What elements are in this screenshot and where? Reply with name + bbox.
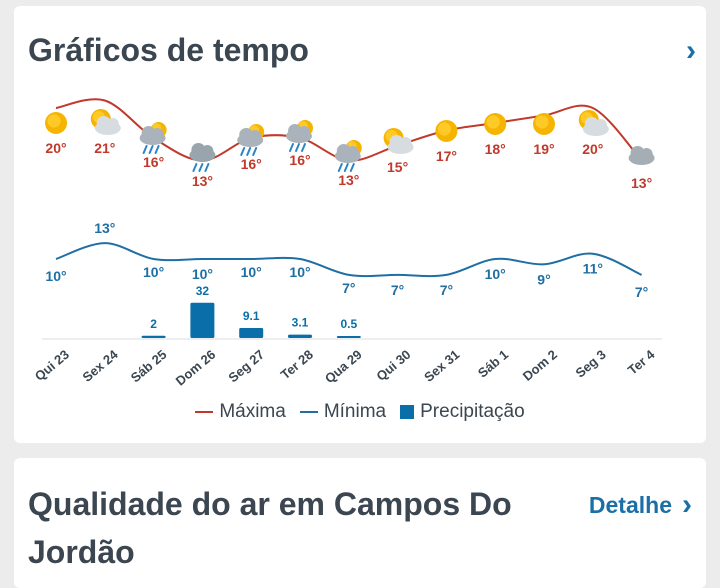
detail-label: Detalhe bbox=[588, 491, 672, 518]
max-temp-label: 21° bbox=[94, 140, 115, 156]
legend-max-swatch bbox=[195, 411, 214, 413]
max-temp-label: 16° bbox=[143, 154, 164, 170]
max-temp-label: 20° bbox=[582, 141, 603, 157]
sun-icon bbox=[435, 120, 458, 142]
air-quality-card: Qualidade do ar em Campos Do Jordão Deta… bbox=[14, 458, 706, 588]
min-temp-label: 10° bbox=[485, 266, 506, 282]
max-temp-label: 16° bbox=[241, 156, 262, 172]
max-temp-label: 16° bbox=[289, 152, 310, 168]
day-label: Seg 3 bbox=[573, 347, 609, 381]
chevron-right-icon: › bbox=[682, 488, 692, 521]
precip-bar bbox=[336, 336, 361, 338]
sun-cloud-icon bbox=[90, 109, 121, 135]
day-label: Dom 26 bbox=[173, 347, 219, 389]
min-temp-label: 7° bbox=[391, 282, 404, 298]
air-quality-title: Qualidade do ar em Campos Do Jordão bbox=[28, 486, 512, 570]
precip-label: 0.5 bbox=[340, 317, 357, 331]
min-temp-label: 7° bbox=[342, 280, 355, 296]
day-label: Qui 30 bbox=[373, 347, 413, 384]
precip-bar bbox=[239, 327, 264, 338]
sun-rain-icon bbox=[286, 120, 313, 152]
min-temp-line bbox=[55, 242, 643, 278]
min-temp-label: 7° bbox=[635, 284, 648, 300]
day-label: Dom 2 bbox=[520, 347, 560, 384]
sun-icon bbox=[45, 112, 67, 134]
day-label: Seg 27 bbox=[225, 347, 267, 385]
max-temp-label: 13° bbox=[192, 173, 213, 189]
min-temp-label: 9° bbox=[537, 271, 550, 287]
max-temp-label: 13° bbox=[631, 175, 652, 191]
max-temp-label: 17° bbox=[436, 148, 457, 164]
sun-cloud-icon bbox=[578, 110, 609, 136]
min-temp-label: 13° bbox=[94, 220, 115, 236]
day-label: Qui 23 bbox=[32, 347, 72, 384]
weather-chart: 2 32 9.1 3.1 0.5 20° 21° 16° 13° 16° 16° 13° 15° 17° 1… bbox=[32, 98, 662, 389]
day-label: Ter 28 bbox=[278, 347, 316, 382]
sun-rain-icon bbox=[334, 140, 362, 172]
max-temp-label: 15° bbox=[387, 159, 408, 175]
day-label: Sex 24 bbox=[80, 346, 122, 384]
min-temp-label: 11° bbox=[583, 261, 603, 277]
legend-max-label: Máxima bbox=[219, 401, 286, 422]
sun-rain-icon bbox=[237, 124, 265, 156]
max-temp-label: 18° bbox=[485, 141, 506, 157]
weather-charts-title: Gráficos de tempo bbox=[28, 32, 309, 68]
min-temp-label: 10° bbox=[192, 266, 213, 282]
precip-label: 3.1 bbox=[292, 316, 309, 330]
rain-cloud-icon bbox=[189, 143, 216, 172]
precip-bar bbox=[141, 335, 166, 338]
chart-legend: Máxima Mínima Precipitação bbox=[14, 401, 706, 423]
precip-bar bbox=[190, 302, 215, 338]
min-temp-label: 10° bbox=[45, 268, 66, 284]
day-label: Sáb 1 bbox=[475, 347, 511, 381]
legend-min-label: Mínima bbox=[323, 401, 387, 422]
day-label: Sex 31 bbox=[421, 347, 462, 385]
precip-bar bbox=[288, 334, 312, 338]
max-temp-label: 19° bbox=[533, 141, 554, 157]
max-temp-label: 20° bbox=[45, 140, 66, 156]
legend-item-max: Máxima bbox=[195, 401, 286, 423]
precip-label: 9.1 bbox=[243, 309, 260, 323]
legend-min-swatch bbox=[299, 411, 318, 413]
day-label: Ter 4 bbox=[625, 346, 658, 377]
detail-link[interactable]: Detalhe › bbox=[589, 488, 692, 522]
sun-icon bbox=[484, 113, 507, 135]
min-temp-label: 10° bbox=[143, 264, 164, 280]
weather-charts-card: Gráficos de tempo › 2 32 9.1 3.1 0.5 20° 21° 16… bbox=[14, 6, 706, 443]
legend-item-precip: Precipitação bbox=[400, 401, 525, 423]
day-label: Qua 29 bbox=[322, 347, 365, 386]
precip-label: 2 bbox=[150, 317, 157, 331]
legend-precip-swatch bbox=[400, 405, 415, 419]
precip-label: 32 bbox=[196, 284, 210, 298]
cloud-icon bbox=[628, 146, 655, 165]
sun-rain-icon bbox=[139, 122, 167, 154]
day-label: Sáb 25 bbox=[128, 347, 170, 385]
max-temp-label: 13° bbox=[338, 172, 359, 188]
legend-item-min: Mínima bbox=[299, 401, 387, 423]
sun-icon bbox=[533, 113, 555, 135]
legend-precip-label: Precipitação bbox=[420, 401, 525, 422]
min-temp-label: 10° bbox=[241, 264, 262, 280]
min-temp-label: 7° bbox=[440, 282, 453, 298]
min-temp-label: 10° bbox=[289, 264, 310, 280]
sun-cloud-icon bbox=[383, 128, 414, 154]
chevron-right-icon[interactable]: › bbox=[686, 34, 696, 67]
